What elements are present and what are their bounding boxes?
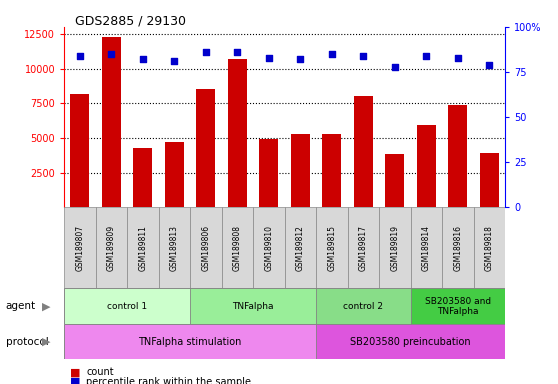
Bar [64, 288, 190, 324]
Bar [253, 207, 285, 288]
Bar [95, 207, 127, 288]
Bar [228, 59, 247, 207]
Text: ▶: ▶ [42, 337, 51, 347]
Point [390, 63, 399, 70]
Text: GSM189812: GSM189812 [296, 225, 305, 271]
Text: GSM189818: GSM189818 [485, 225, 494, 271]
Bar [102, 36, 121, 207]
Text: GSM189810: GSM189810 [264, 225, 273, 271]
Text: GSM189819: GSM189819 [390, 225, 400, 271]
Bar [480, 153, 499, 207]
Bar [190, 207, 222, 288]
Text: GSM189809: GSM189809 [107, 225, 116, 271]
Bar [348, 207, 379, 288]
Text: TNFalpha: TNFalpha [232, 302, 274, 311]
Text: TNFalpha stimulation: TNFalpha stimulation [138, 337, 242, 347]
Bar [285, 207, 316, 288]
Bar [259, 139, 278, 207]
Text: GSM189816: GSM189816 [453, 225, 462, 271]
Point [422, 53, 431, 59]
Bar [64, 324, 316, 359]
Point [201, 49, 210, 55]
Bar [379, 207, 411, 288]
Bar [64, 207, 95, 288]
Bar [474, 207, 505, 288]
Text: ■: ■ [70, 367, 80, 377]
Text: GSM189813: GSM189813 [170, 225, 179, 271]
Point [138, 56, 147, 63]
Text: SB203580 and
TNFalpha: SB203580 and TNFalpha [425, 296, 491, 316]
Bar [448, 104, 467, 207]
Text: ■: ■ [70, 377, 80, 384]
Bar [354, 96, 373, 207]
Text: count: count [86, 367, 114, 377]
Bar [442, 207, 474, 288]
Point [485, 62, 494, 68]
Point [328, 51, 336, 57]
Bar [411, 288, 505, 324]
Bar [70, 94, 89, 207]
Bar [316, 207, 348, 288]
Text: GSM189814: GSM189814 [422, 225, 431, 271]
Bar [316, 288, 411, 324]
Text: GSM189806: GSM189806 [201, 225, 210, 271]
Bar [158, 207, 190, 288]
Bar [222, 207, 253, 288]
Bar [127, 207, 158, 288]
Text: SB203580 preincubation: SB203580 preincubation [350, 337, 471, 347]
Bar [411, 207, 442, 288]
Bar [417, 126, 436, 207]
Bar [133, 148, 152, 207]
Text: percentile rank within the sample: percentile rank within the sample [86, 377, 252, 384]
Bar [165, 142, 184, 207]
Bar [323, 134, 341, 207]
Text: ▶: ▶ [42, 301, 51, 311]
Point [107, 51, 116, 57]
Text: agent: agent [6, 301, 36, 311]
Bar [386, 154, 404, 207]
Bar [316, 324, 505, 359]
Text: control 2: control 2 [343, 302, 383, 311]
Text: GSM189817: GSM189817 [359, 225, 368, 271]
Text: GSM189811: GSM189811 [138, 225, 147, 271]
Point [359, 53, 368, 59]
Text: protocol: protocol [6, 337, 49, 347]
Point [233, 49, 242, 55]
Point [296, 56, 305, 63]
Point [264, 55, 273, 61]
Point [453, 55, 462, 61]
Point [75, 53, 84, 59]
Text: GDS2885 / 29130: GDS2885 / 29130 [75, 15, 186, 28]
Bar [196, 89, 215, 207]
Bar [190, 288, 316, 324]
Text: control 1: control 1 [107, 302, 147, 311]
Text: GSM189815: GSM189815 [328, 225, 336, 271]
Text: GSM189807: GSM189807 [75, 225, 84, 271]
Bar [291, 134, 310, 207]
Point [170, 58, 179, 64]
Text: GSM189808: GSM189808 [233, 225, 242, 271]
